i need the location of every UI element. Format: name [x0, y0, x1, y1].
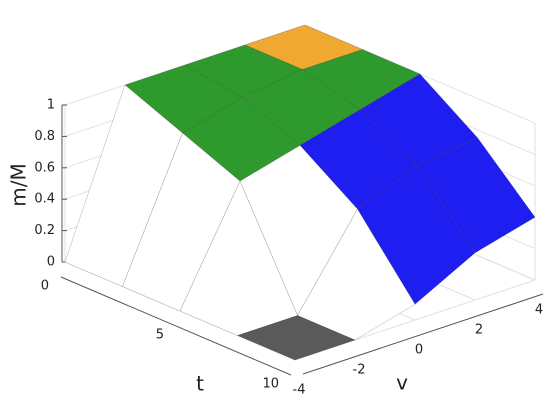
- y-tick-label: 0: [415, 343, 423, 358]
- z-tick-label: 0.4: [34, 192, 55, 207]
- y-axis: [302, 293, 544, 375]
- surface-cell: [236, 315, 356, 361]
- y-tick-label: -4: [293, 383, 306, 398]
- y-tick-label: -2: [353, 363, 366, 378]
- z-tick-label: 0: [47, 255, 55, 270]
- x-tick-label: 0: [41, 279, 49, 294]
- x-axis: [60, 276, 292, 376]
- y-tick-label: 2: [475, 323, 483, 338]
- z-tick-label: 0.8: [34, 129, 55, 144]
- y-axis-label: v: [396, 371, 408, 395]
- z-axis-label: m/M: [7, 163, 31, 206]
- z-tick-label: 0.6: [34, 160, 55, 175]
- x-axis-label: t: [196, 372, 204, 396]
- x-tick-label: 10: [262, 377, 279, 392]
- z-tick-label: 0.2: [34, 223, 55, 238]
- z-tick-label: 1: [47, 98, 55, 113]
- x-tick-label: 5: [156, 328, 164, 343]
- y-tick-label: 4: [535, 303, 543, 318]
